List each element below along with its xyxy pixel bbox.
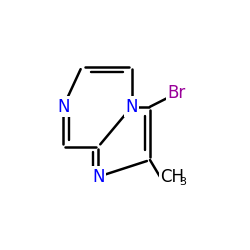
Text: N: N: [126, 98, 138, 116]
Text: CH: CH: [160, 168, 184, 186]
Text: 3: 3: [179, 177, 186, 187]
Text: N: N: [57, 98, 70, 116]
Text: N: N: [92, 168, 104, 186]
Text: Br: Br: [168, 84, 186, 102]
